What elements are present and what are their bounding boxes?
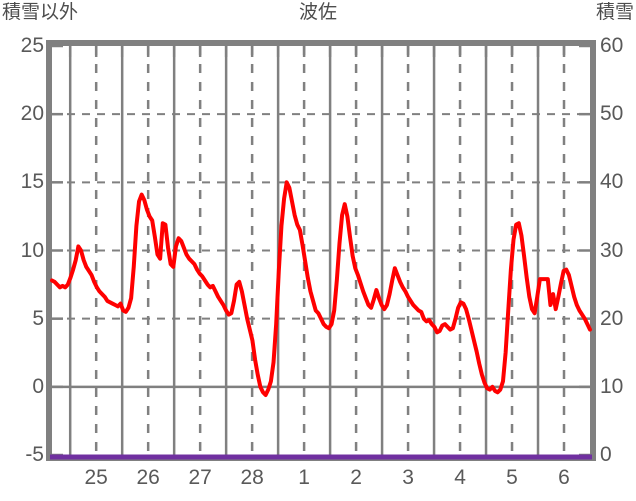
- x-axis-tick-label: 4: [454, 466, 466, 489]
- left-axis-tick-label: 20: [20, 102, 44, 126]
- left-axis-title: 積雪以外: [2, 1, 79, 23]
- left-axis-tick-label: 15: [20, 170, 44, 194]
- right-axis-tick-label: 10: [600, 374, 624, 398]
- right-axis-tick-label: 30: [600, 238, 624, 262]
- page-title: 波佐: [298, 1, 337, 23]
- left-axis-tick-label: -5: [25, 443, 44, 466]
- left-axis-tick-label: 0: [32, 374, 44, 398]
- left-axis-tick-label: 10: [20, 238, 44, 262]
- x-axis-tick-label: 5: [506, 466, 518, 489]
- right-axis-title: 積雪: [595, 1, 634, 23]
- x-axis-tick-label: 26: [136, 466, 160, 489]
- x-axis-tick-label: 2: [350, 466, 362, 489]
- x-axis-tick-label: 25: [84, 466, 108, 489]
- left-axis-tick-label: 25: [20, 34, 44, 57]
- right-axis-tick-label: 50: [600, 102, 624, 126]
- x-axis-tick-label: 27: [188, 466, 212, 489]
- x-axis-tick-label: 3: [402, 466, 414, 489]
- gridlines: [52, 46, 590, 455]
- x-axis-tick-label: 6: [558, 466, 570, 489]
- right-axis-tick-label: 0: [600, 443, 612, 466]
- right-axis-tick-label: 20: [600, 306, 624, 330]
- x-axis-tick-label: 1: [298, 466, 310, 489]
- left-axis-tick-label: 5: [32, 306, 44, 330]
- right-axis-tick-label: 60: [600, 34, 624, 57]
- right-axis-tick-label: 40: [600, 170, 624, 194]
- x-axis-tick-label: 28: [240, 466, 264, 489]
- temperature-line: [50, 180, 592, 398]
